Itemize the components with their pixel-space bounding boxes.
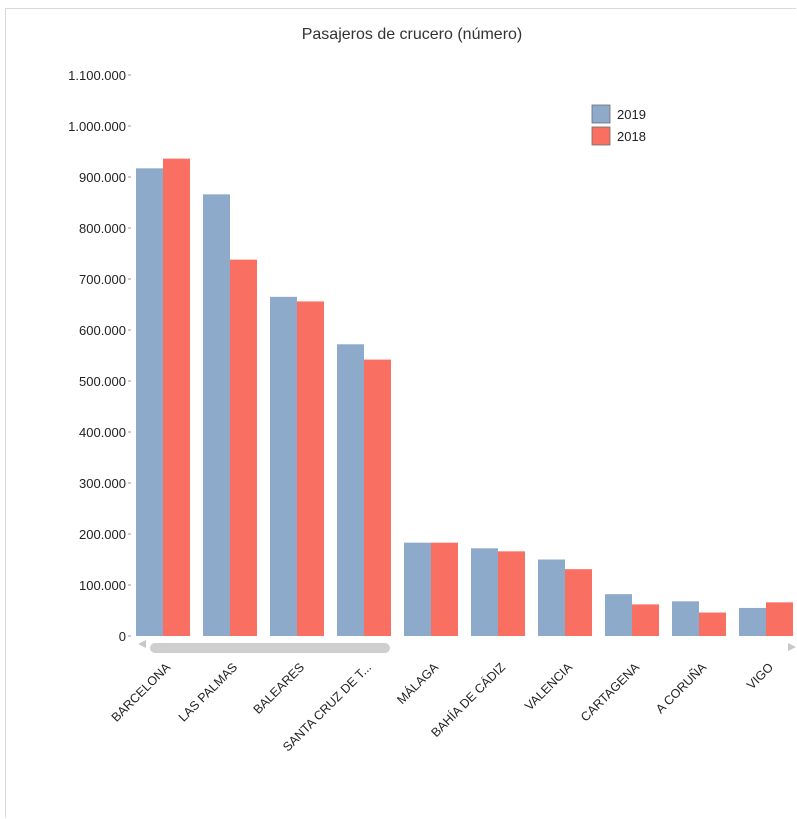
bar-2019-7[interactable]	[605, 594, 632, 636]
y-tick-label: 400.000	[79, 425, 126, 440]
bar-2019-8[interactable]	[672, 601, 699, 636]
bar-2019-5[interactable]	[471, 548, 498, 636]
bar-2018-2[interactable]	[297, 301, 324, 636]
bar-2019-4[interactable]	[404, 542, 431, 636]
bar-2019-9[interactable]	[739, 607, 766, 636]
bar-2018-7[interactable]	[632, 604, 659, 636]
horizontal-scrollbar[interactable]	[138, 640, 796, 653]
y-tick-label: 100.000	[79, 578, 126, 593]
y-tick-label: 500.000	[79, 374, 126, 389]
bar-2018-4[interactable]	[431, 542, 458, 636]
bars	[136, 158, 793, 637]
bar-2018-8[interactable]	[699, 612, 726, 636]
y-tick-label: 1.100.000	[68, 68, 126, 83]
chart-frame	[5, 8, 796, 818]
x-tick-label: CARTAGENA	[578, 660, 643, 725]
bar-2019-1[interactable]	[203, 194, 230, 636]
scroll-left-arrow-icon[interactable]	[138, 640, 146, 648]
bar-2019-0[interactable]	[136, 168, 163, 636]
scrollbar-thumb[interactable]	[150, 643, 390, 653]
y-tick-label: 0	[119, 629, 126, 644]
bar-2019-3[interactable]	[337, 344, 364, 636]
bar-2018-6[interactable]	[565, 569, 592, 636]
legend-swatch-2018	[591, 126, 611, 146]
y-tick-label: 700.000	[79, 272, 126, 287]
x-tick-label: VALENCIA	[522, 660, 575, 713]
x-tick-label: VIGO	[744, 660, 776, 692]
bar-2018-0[interactable]	[163, 158, 190, 636]
y-tick-label: 600.000	[79, 323, 126, 338]
bar-2018-9[interactable]	[766, 602, 793, 636]
bar-2019-6[interactable]	[538, 559, 565, 637]
x-tick-label: BALEARES	[251, 660, 308, 717]
bar-2018-5[interactable]	[498, 551, 525, 636]
x-tick-label: BARCELONA	[109, 660, 174, 725]
y-tick-label: 800.000	[79, 221, 126, 236]
legend-label-2018: 2018	[617, 129, 646, 144]
bar-2018-1[interactable]	[230, 259, 257, 636]
y-tick-label: 200.000	[79, 527, 126, 542]
legend: 2019 2018	[591, 104, 646, 146]
y-tick-label: 300.000	[79, 476, 126, 491]
y-tick-label: 900.000	[79, 170, 126, 185]
scroll-right-arrow-icon[interactable]	[788, 643, 796, 651]
x-tick-label: MÁLAGA	[394, 659, 442, 707]
y-axis: 0 100.000 200.000 300.000 400.000 500.000 600.…	[68, 68, 131, 644]
x-tick-label: A CORUÑA	[653, 660, 710, 717]
legend-swatch-2019	[591, 104, 611, 124]
bar-2019-2[interactable]	[270, 296, 297, 636]
legend-label-2019: 2019	[617, 107, 646, 122]
chart-title: Pasajeros de crucero (número)	[302, 26, 523, 43]
y-tick-label: 1.000.000	[68, 119, 126, 134]
bar-2018-3[interactable]	[364, 359, 391, 636]
x-tick-label: LAS PALMAS	[176, 660, 240, 724]
